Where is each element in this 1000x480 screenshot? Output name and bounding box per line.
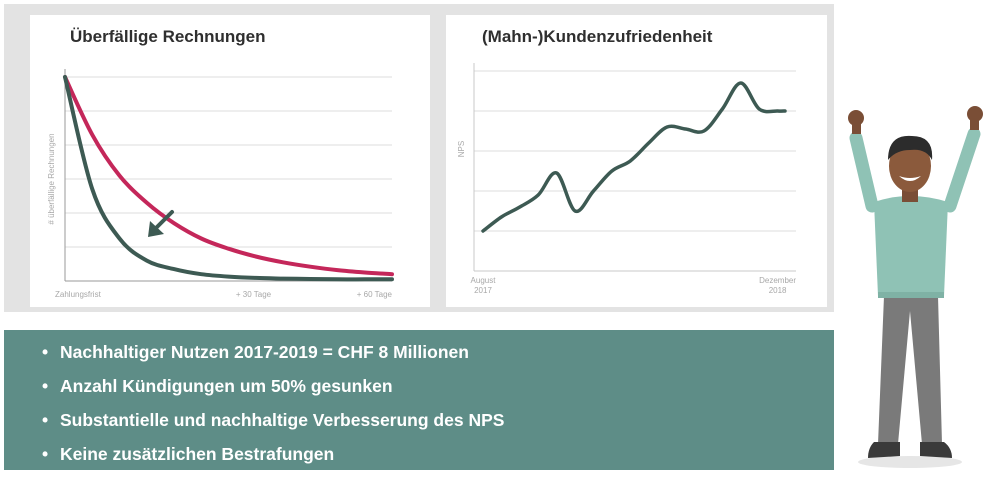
bullet-item: • Keine zusätzlichen Bestrafungen bbox=[42, 440, 504, 474]
benefits-box: • Nachhaltiger Nutzen 2017-2019 = CHF 8 M… bbox=[4, 330, 834, 470]
bullet-item: • Nachhaltiger Nutzen 2017-2019 = CHF 8 M… bbox=[42, 338, 504, 372]
overdue-invoices-chart: Überfällige Rechnungen # überfällige Rec… bbox=[30, 15, 430, 307]
y-axis-label: # überfällige Rechnungen bbox=[47, 133, 56, 224]
y-axis-label: NPS bbox=[457, 141, 466, 157]
bullet-glyph: • bbox=[42, 410, 49, 430]
x-tick-sublabel: 2018 bbox=[769, 286, 787, 295]
bullet-text: Substantielle und nachhaltige Verbesseru… bbox=[60, 410, 505, 430]
bullet-glyph: • bbox=[42, 376, 49, 396]
x-tick-label: August bbox=[471, 276, 497, 285]
x-tick-label: + 30 Tage bbox=[236, 290, 272, 299]
arrow-annotation bbox=[148, 210, 174, 237]
bullet-text: Anzahl Kündigungen um 50% gesunken bbox=[60, 376, 393, 396]
series-line-2 bbox=[63, 75, 394, 282]
overdue-invoices-plot: # überfällige Rechnungen Zahlungsfrist + 3… bbox=[47, 69, 394, 299]
benefits-list: • Nachhaltiger Nutzen 2017-2019 = CHF 8 M… bbox=[42, 338, 504, 474]
series-line-1 bbox=[63, 75, 394, 277]
chart-title: (Mahn-)Kundenzufriedenheit bbox=[482, 27, 713, 46]
x-tick-sublabel: 2017 bbox=[474, 286, 492, 295]
x-tick-label: + 60 Tage bbox=[357, 290, 393, 299]
arrow-shaft bbox=[155, 210, 174, 229]
customer-satisfaction-chart: (Mahn-)Kundenzufriedenheit NPS August 2017… bbox=[446, 15, 827, 307]
bullet-glyph: • bbox=[42, 444, 49, 464]
cheering-person-illustration bbox=[848, 106, 983, 468]
series-line bbox=[481, 81, 787, 233]
x-tick-label: Dezember bbox=[759, 276, 796, 285]
arrow-head bbox=[148, 221, 164, 237]
bullet-glyph: • bbox=[42, 342, 49, 362]
bullet-item: • Substantielle und nachhaltige Verbesser… bbox=[42, 406, 504, 440]
bullet-text: Keine zusätzlichen Bestrafungen bbox=[60, 444, 335, 464]
bullet-item: • Anzahl Kündigungen um 50% gesunken bbox=[42, 372, 504, 406]
chart-title: Überfällige Rechnungen bbox=[70, 27, 266, 46]
bullet-text: Nachhaltiger Nutzen 2017-2019 = CHF 8 Mi… bbox=[60, 342, 469, 362]
x-tick-label: Zahlungsfrist bbox=[55, 290, 102, 299]
